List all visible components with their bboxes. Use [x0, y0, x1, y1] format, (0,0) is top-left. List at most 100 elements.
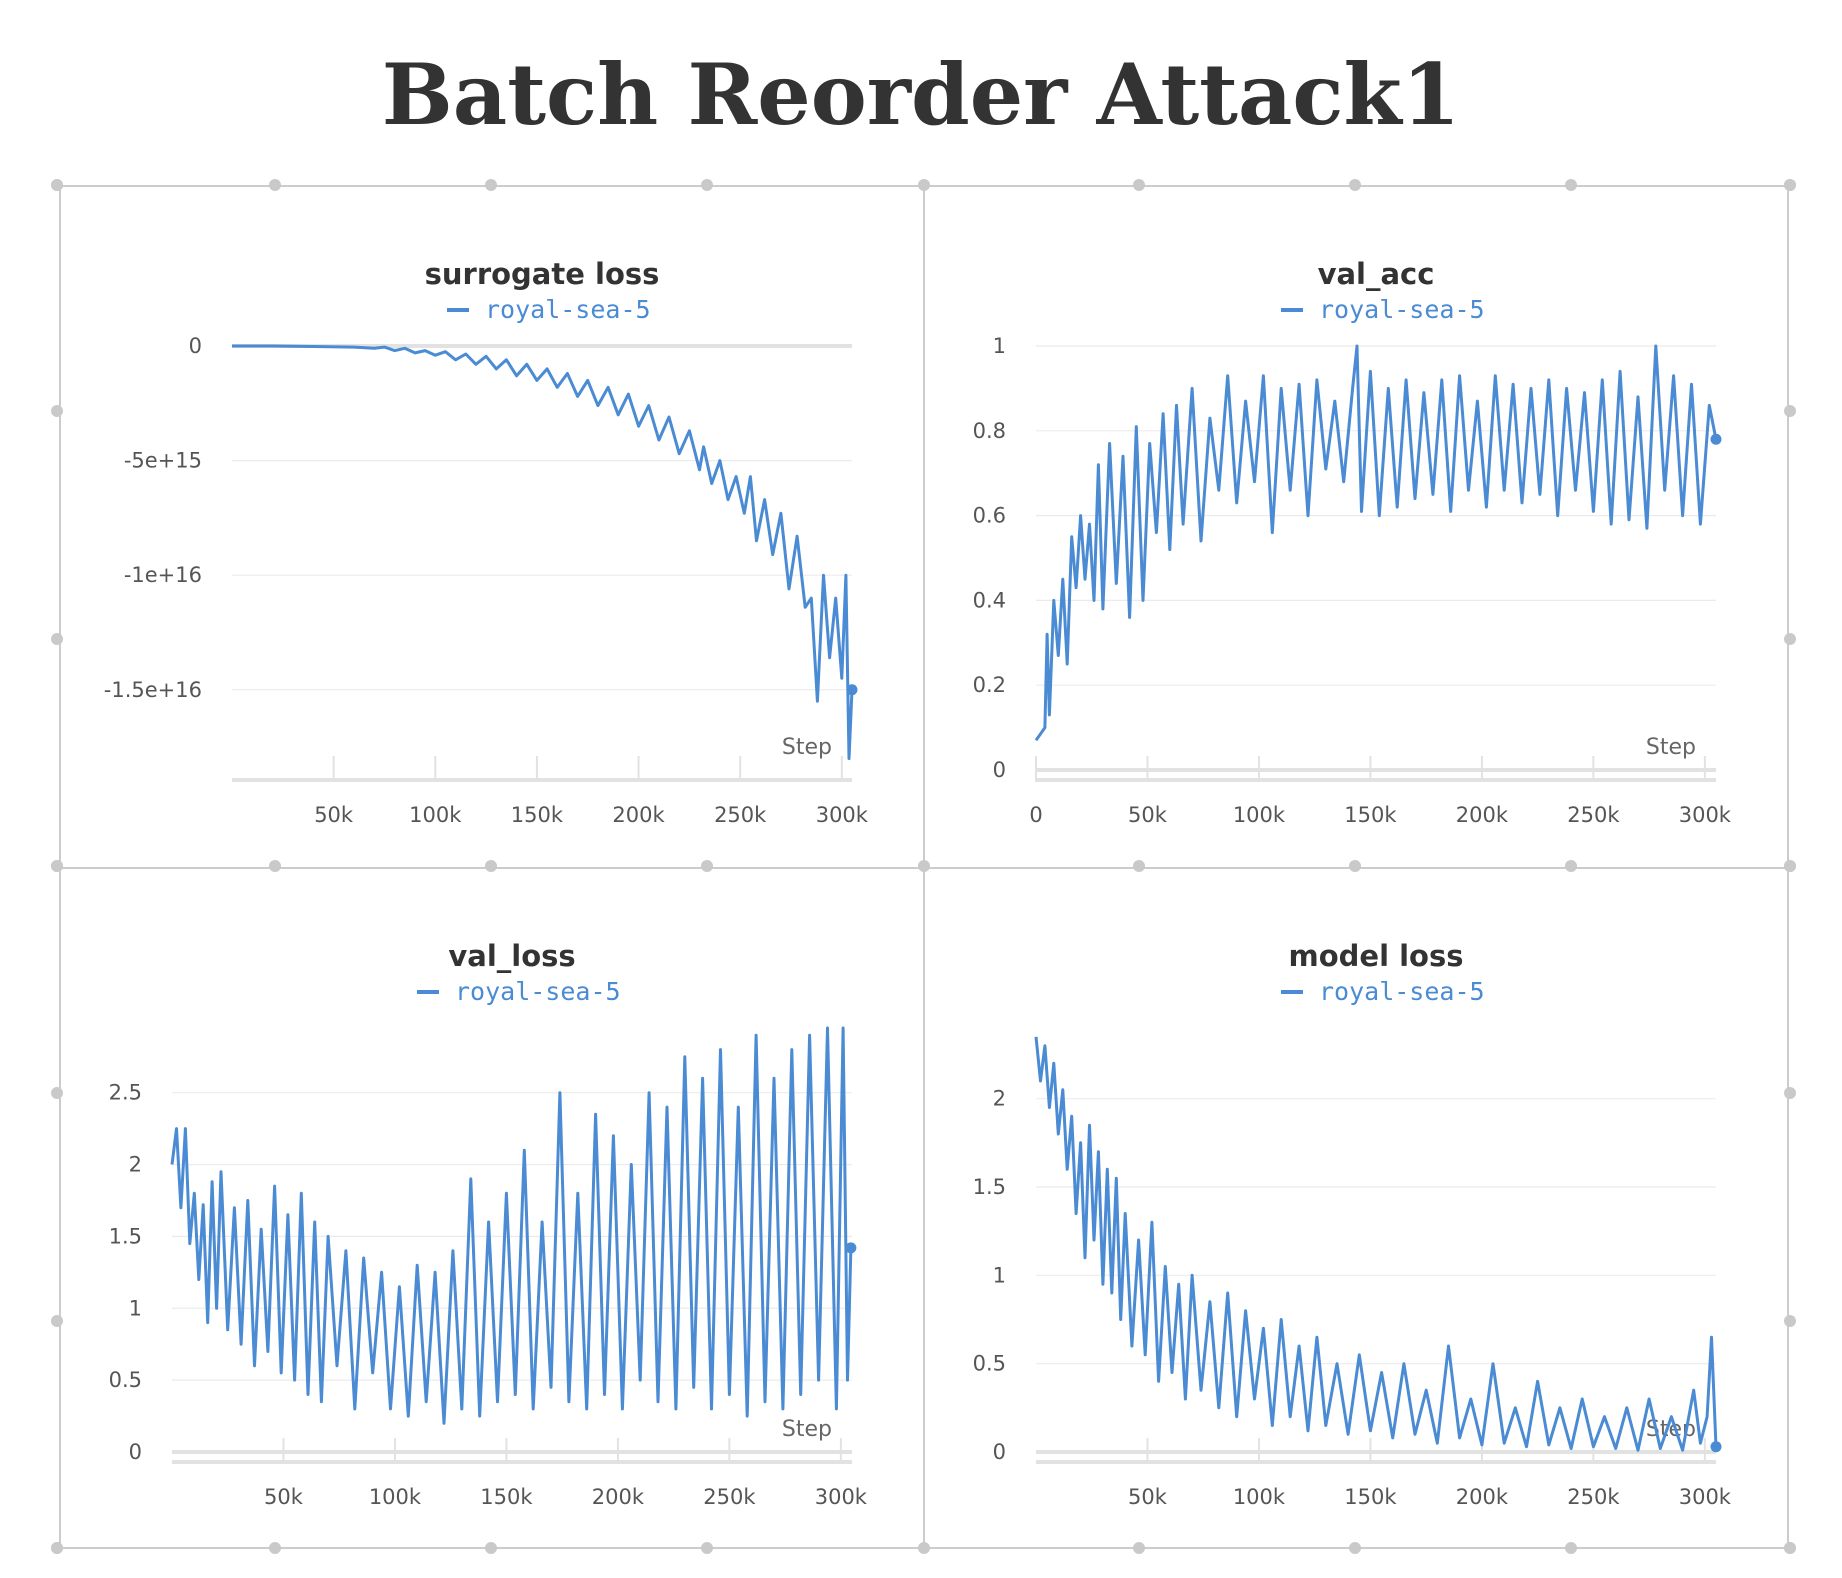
chart-surrogate-loss: surrogate loss royal-sea-5 0 -5e+15 -1e+16 -1… [104, 257, 869, 827]
resize-handle [51, 1542, 63, 1554]
y-tick-label: 1 [993, 1263, 1006, 1287]
x-tick-label: 250k [714, 803, 767, 827]
resize-handle [1565, 860, 1577, 872]
resize-handle [701, 179, 713, 191]
x-tick-label: 50k [264, 1485, 304, 1509]
y-tick-label: 1 [129, 1296, 142, 1320]
y-tick-label: 0 [189, 334, 202, 358]
resize-handle [1565, 179, 1577, 191]
chart-title: val_acc [1318, 257, 1435, 291]
resize-handle [269, 860, 281, 872]
x-tick-label: 100k [1233, 803, 1286, 827]
x-axis-label: Step [782, 1417, 832, 1442]
x-tick-label: 250k [1567, 803, 1620, 827]
y-tick-label: 2 [129, 1153, 142, 1177]
resize-handle [51, 633, 63, 645]
x-tick-label: 50k [314, 803, 354, 827]
x-tick-label: 200k [592, 1485, 645, 1509]
x-tick-label: 200k [1456, 803, 1509, 827]
resize-handle [1349, 1542, 1361, 1554]
x-tick-label: 300k [815, 1485, 868, 1509]
y-tick-label: 1.5 [973, 1175, 1006, 1199]
x-tick-label: 150k [1344, 803, 1397, 827]
y-tick-label: 2 [993, 1087, 1006, 1111]
resize-handle [485, 860, 497, 872]
resize-handle [1349, 179, 1361, 191]
y-tick-label: 0.5 [109, 1368, 142, 1392]
resize-handle [1784, 179, 1796, 191]
series-line [170, 1026, 853, 1425]
page-title: Batch Reorder Attack1 [381, 45, 1461, 144]
resize-handle [1784, 1315, 1796, 1327]
y-tick-label: 1 [993, 334, 1006, 358]
resize-handle [1784, 405, 1796, 417]
series-end-point [845, 1242, 857, 1254]
x-axis-label: Step [782, 735, 832, 760]
x-tick-label: 150k [1344, 1485, 1397, 1509]
resize-handle [1784, 1087, 1796, 1099]
chart-title: val_loss [448, 939, 575, 973]
x-tick-label: 100k [409, 803, 462, 827]
resize-handle [51, 179, 63, 191]
chart-title: surrogate loss [425, 257, 660, 291]
y-tick-label: 0 [993, 758, 1006, 782]
y-tick-label: 0.6 [973, 504, 1006, 528]
x-tick-label: 200k [612, 803, 665, 827]
chart-title: model loss [1289, 939, 1464, 973]
x-tick-label: 300k [816, 803, 869, 827]
x-tick-label: 300k [1679, 803, 1732, 827]
legend: royal-sea-5 [1281, 295, 1485, 324]
y-tick-label: -1.5e+16 [104, 678, 202, 702]
resize-handle [918, 179, 930, 191]
resize-handle [1349, 860, 1361, 872]
resize-handle [918, 1542, 930, 1554]
y-tick-label: 2.5 [109, 1081, 142, 1105]
series-end-point [1710, 433, 1722, 445]
resize-handle [701, 860, 713, 872]
resize-handle [1133, 1542, 1145, 1554]
x-tick-label: 100k [369, 1485, 422, 1509]
x-tick-label: 200k [1456, 1485, 1509, 1509]
legend: royal-sea-5 [1281, 977, 1485, 1006]
y-tick-label: 1.5 [109, 1224, 142, 1248]
series-end-point [846, 684, 858, 696]
resize-handle [1784, 1542, 1796, 1554]
resize-handle [1784, 860, 1796, 872]
legend: royal-sea-5 [417, 977, 621, 1006]
series-line [232, 344, 854, 760]
series-line [1034, 1036, 1718, 1452]
y-tick-label: 0 [129, 1440, 142, 1464]
x-tick-label: 150k [480, 1485, 533, 1509]
x-tick-label: 300k [1679, 1485, 1732, 1509]
resize-handle [1133, 860, 1145, 872]
y-tick-label: 0.8 [973, 419, 1006, 443]
resize-handle [269, 1542, 281, 1554]
resize-handle [51, 860, 63, 872]
resize-handle [51, 1087, 63, 1099]
chart-val-loss: val_loss royal-sea-5 0 0.5 1 1.5 2 2.5 50k 100k 15… [109, 939, 868, 1509]
x-tick-label: 150k [511, 803, 564, 827]
resize-handle [701, 1542, 713, 1554]
resize-handle [269, 179, 281, 191]
resize-handle [51, 405, 63, 417]
x-tick-label: 50k [1128, 803, 1168, 827]
x-tick-label: 50k [1128, 1485, 1168, 1509]
y-tick-label: -1e+16 [124, 563, 202, 587]
x-axis-label: Step [1646, 735, 1696, 760]
resize-handle [1133, 179, 1145, 191]
x-tick-label: 250k [1567, 1485, 1620, 1509]
y-tick-label: 0 [993, 1440, 1006, 1464]
legend-label: royal-sea-5 [455, 977, 621, 1006]
series-end-point [1710, 1441, 1722, 1453]
y-tick-label: -5e+15 [124, 449, 202, 473]
resize-handle [918, 860, 930, 872]
legend: royal-sea-5 [447, 295, 651, 324]
y-tick-label: 0.4 [973, 588, 1006, 612]
y-tick-label: 0.2 [973, 673, 1006, 697]
legend-label: royal-sea-5 [485, 295, 651, 324]
resize-handle [1565, 1542, 1577, 1554]
chart-val-acc: val_acc royal-sea-5 0 0.2 0.4 0.6 0.8 1 0 50k 100k… [973, 257, 1732, 827]
series-line [1034, 344, 1718, 742]
